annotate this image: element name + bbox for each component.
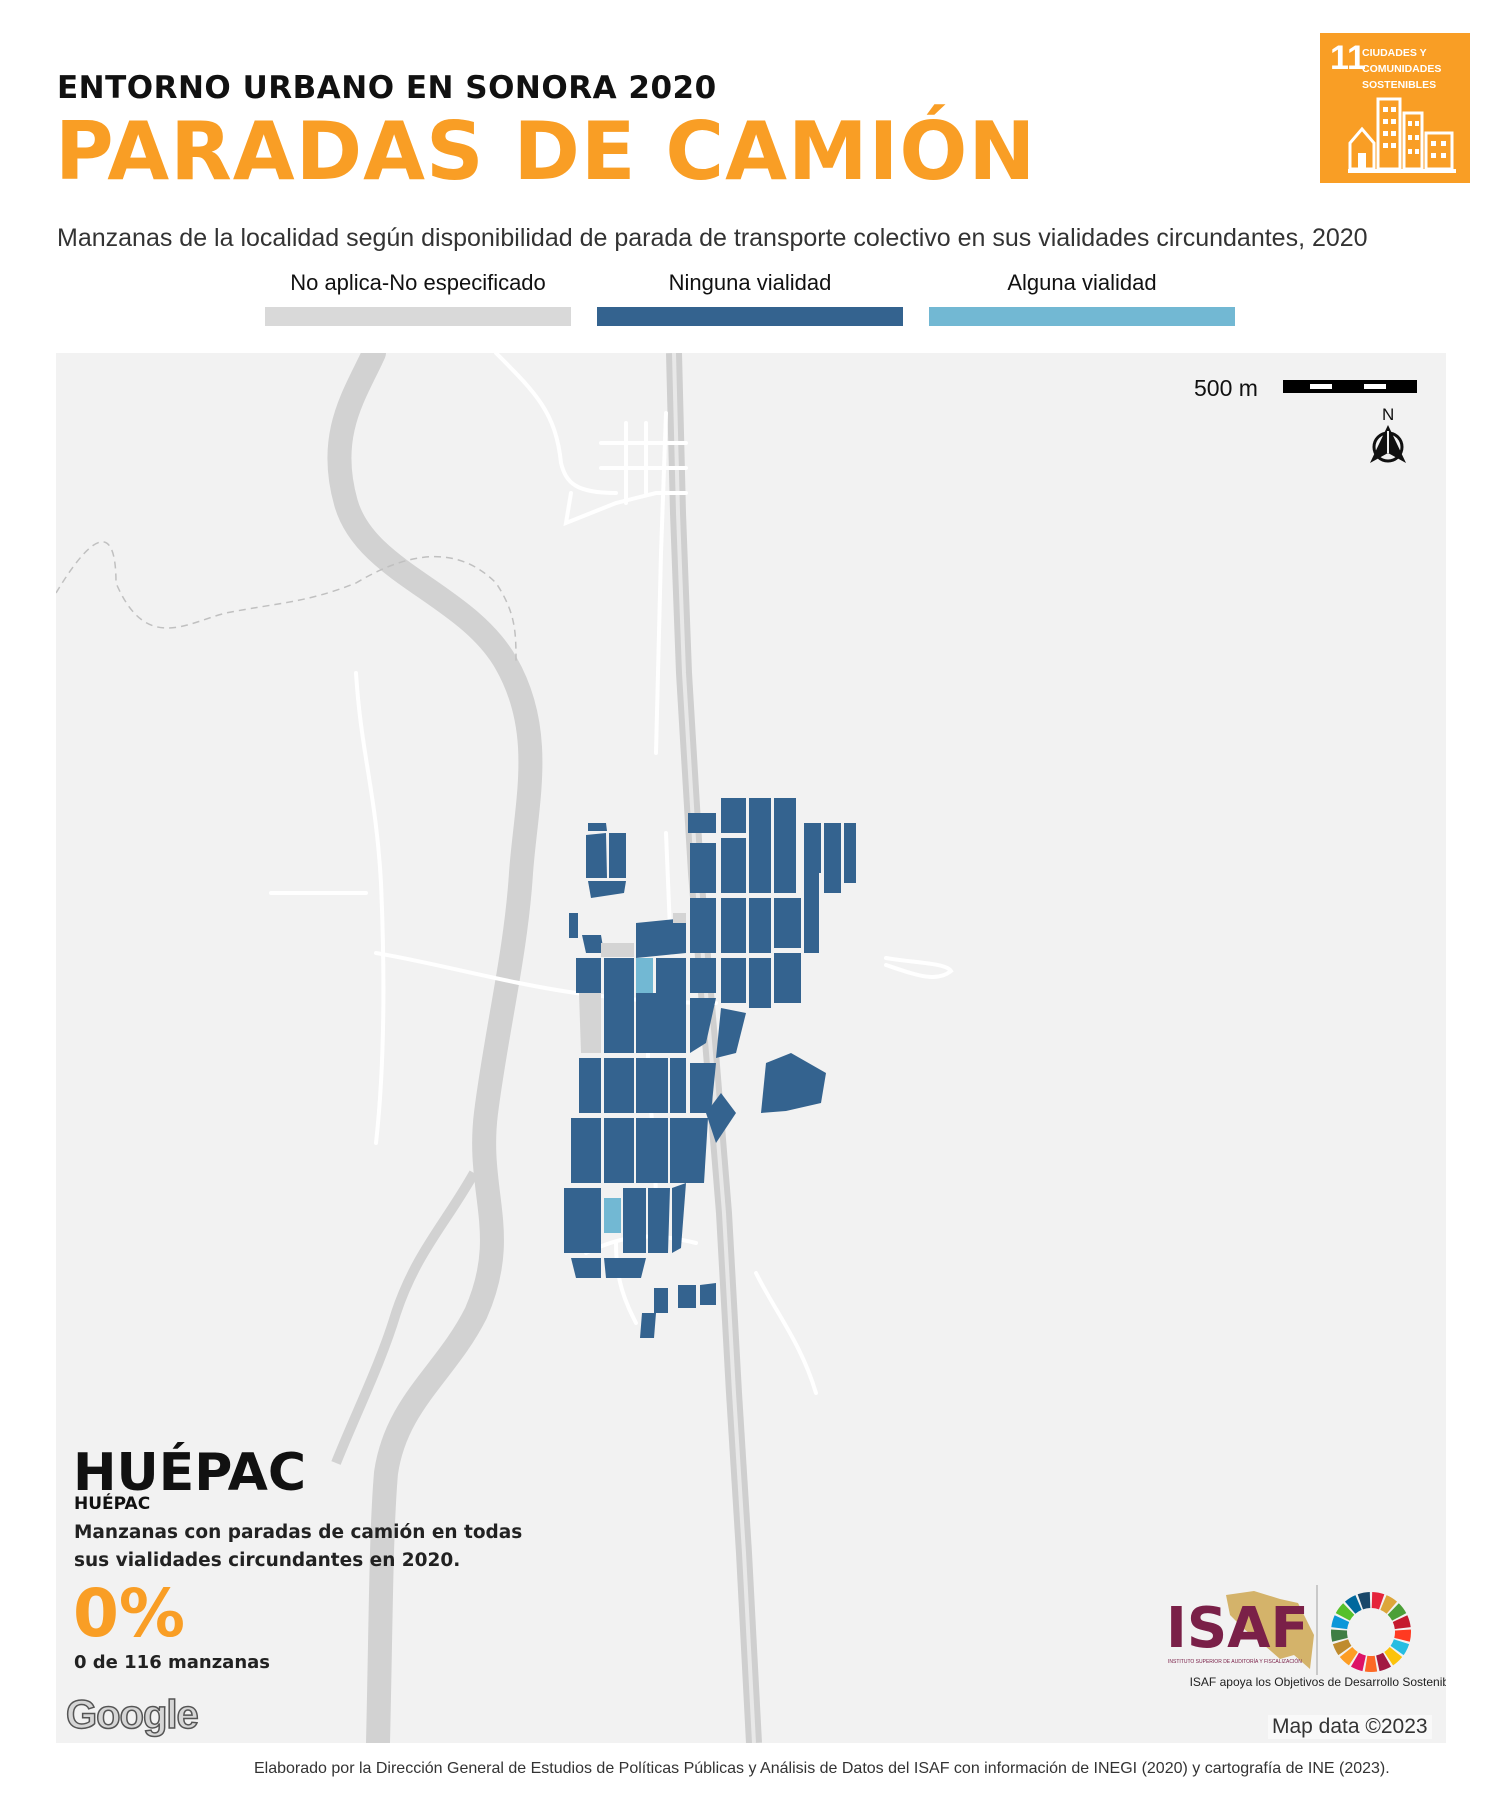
sdg-wheel-segment (1392, 1615, 1411, 1630)
legend-swatch-na (265, 307, 571, 326)
sdg-wheel-segment (1339, 1647, 1358, 1666)
sdg-wheel-icon (1331, 1592, 1411, 1672)
indicator-count: 0 de 116 manzanas (74, 1652, 271, 1673)
north-label: N (1382, 405, 1395, 424)
isaf-subtitle: INSTITUTO SUPERIOR DE AUDITORÍA Y FISCAL… (1168, 1659, 1302, 1665)
sdg-wheel-segment (1331, 1615, 1350, 1630)
google-logo: Google (65, 1692, 199, 1738)
sdg-wheel-segment (1384, 1647, 1403, 1666)
legend-label-ninguna: Ninguna vialidad (668, 270, 832, 295)
kicker-title: ENTORNO URBANO EN SONORA 2020 (57, 70, 717, 106)
sdg-number: 11 (1330, 39, 1366, 77)
north-arrow-icon (1370, 425, 1406, 463)
map-panel[interactable]: 500 m N HUÉPAC HUÉPAC Manzanas con parad… (56, 353, 1446, 1743)
municipality-name: HUÉPAC (74, 1494, 151, 1514)
sdg-wheel-segment (1387, 1603, 1407, 1621)
sdg-wheel-segment (1371, 1592, 1385, 1610)
sdg-wheel-segment (1335, 1603, 1355, 1621)
legend-swatch-alguna (929, 307, 1235, 326)
sdg-wheel-segment (1364, 1655, 1378, 1672)
subtitle: Manzanas de la localidad según disponibi… (57, 224, 1368, 252)
sdg-wheel-segment (1394, 1629, 1411, 1642)
sdg-wheel-segment (1332, 1639, 1352, 1656)
river-branch (331, 1170, 479, 1465)
legend-label-na: No aplica-No especificado (290, 270, 546, 295)
local-roads (269, 353, 954, 1395)
sdg-11-badge: 11 CIUDADES Y COMUNIDADES SOSTENIBLES (1320, 33, 1470, 183)
isaf-logo: ISAF (1166, 1596, 1309, 1661)
indicator-description: Manzanas con paradas de camión en todas … (74, 1522, 523, 1571)
sdg-wheel-segment (1344, 1595, 1362, 1614)
sdg-wheel-segment (1350, 1652, 1366, 1672)
map-attribution[interactable]: Map data ©2023 (1268, 1715, 1432, 1739)
locality-name: HUÉPAC (73, 1443, 307, 1503)
sonora-map-icon (1226, 1591, 1314, 1669)
urban-blocks (564, 798, 856, 1338)
map-canvas (56, 353, 954, 1743)
logo-divider (1316, 1585, 1318, 1675)
sdg-wheel-segment (1357, 1592, 1371, 1610)
river (327, 353, 543, 1743)
sdg-wheel-segment (1331, 1629, 1348, 1642)
legend-swatch-ninguna (597, 307, 903, 326)
indicator-percentage: 0% (73, 1575, 186, 1652)
legend-label-alguna: Alguna vialidad (1007, 270, 1157, 295)
sdg-text: CIUDADES Y COMUNIDADES SOSTENIBLES (1362, 47, 1442, 91)
sdg-wheel-segment (1390, 1639, 1410, 1656)
scale-bar (1283, 380, 1417, 393)
boundary-line (56, 541, 517, 664)
page-title: PARADAS DE CAMIÓN (55, 105, 1037, 198)
city-buildings-icon (1348, 97, 1456, 173)
isaf-tagline: ISAF apoya los Objetivos de Desarrollo S… (1189, 1675, 1446, 1689)
scale-label: 500 m (1194, 375, 1258, 401)
sdg-wheel-segment (1376, 1652, 1392, 1672)
footer-credit: Elaborado por la Dirección General de Es… (254, 1760, 1390, 1777)
sdg-wheel-segment (1380, 1595, 1398, 1614)
